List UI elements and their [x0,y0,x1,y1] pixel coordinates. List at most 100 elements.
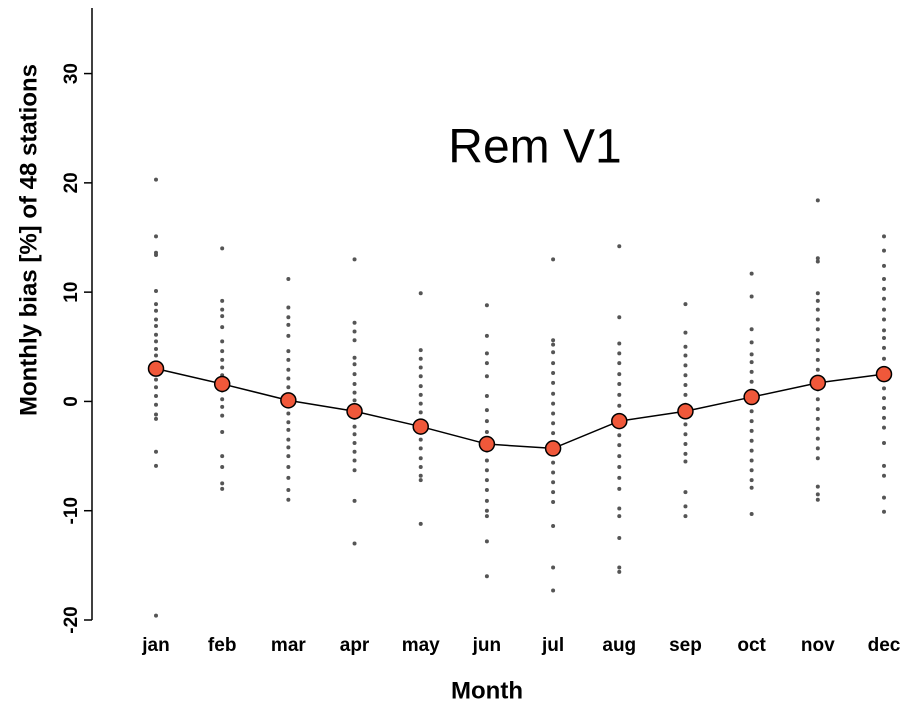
station-point [882,248,886,253]
station-point [286,475,291,480]
station-point [815,338,820,343]
station-point [815,259,820,264]
x-tick-label: jan [141,635,169,656]
station-point [882,263,886,268]
station-point [484,508,489,513]
station-point [418,365,423,370]
station-point [815,407,820,412]
station-point [882,296,886,301]
station-point [286,427,291,432]
station-point [882,415,886,420]
station-point [617,465,622,469]
station-point [551,257,556,262]
station-point [286,357,291,362]
station-point [484,487,489,492]
station-point [220,325,225,330]
station-point [352,432,357,437]
station-point [484,408,489,413]
station-point [617,372,622,377]
station-point [418,356,423,361]
station-point [683,490,688,495]
station-point [617,351,622,356]
station-point [154,412,158,417]
station-point [882,234,886,239]
station-point [286,411,291,416]
station-point [683,459,688,464]
station-point [286,454,291,459]
station-point [617,536,622,541]
station-point [683,514,688,519]
station-point [815,436,820,441]
station-point [352,329,357,334]
station-point [352,372,357,377]
station-point [286,420,291,425]
station-point [220,246,225,251]
station-point [286,465,291,469]
chart-title: Rem V1 [448,121,621,174]
station-point [882,440,886,445]
station-point [286,385,291,390]
station-point [220,486,225,491]
station-point [551,371,556,376]
station-point [882,386,886,391]
x-tick-label: apr [340,635,370,656]
station-point [882,336,886,341]
x-tick-label: feb [208,635,237,656]
station-point [749,428,754,433]
y-tick-label: 10 [61,282,82,303]
station-point [154,353,158,358]
station-point [617,506,622,511]
station-point [154,402,158,407]
station-point [815,397,820,402]
station-point [551,401,556,406]
mean-point [412,418,429,435]
station-point [617,392,622,397]
station-point [484,374,489,379]
station-point [882,425,886,430]
station-point [617,514,622,519]
station-point [683,383,688,388]
station-point [749,478,754,483]
station-point [220,397,225,402]
station-point [418,437,423,442]
station-point [617,443,622,448]
station-point [484,539,489,544]
station-point [484,351,489,356]
station-point [154,234,158,239]
station-point [484,430,489,435]
station-point [418,478,423,483]
station-point [352,449,357,454]
station-point [683,422,688,427]
station-point [683,363,688,368]
mean-point [213,375,231,393]
mean-point [346,403,363,420]
station-point [154,613,158,618]
station-point [484,361,489,366]
station-point [286,376,291,381]
station-point [882,307,886,312]
station-point [749,458,754,463]
station-point [617,569,622,574]
station-point [484,574,489,579]
mean-point [280,392,297,409]
station-point [683,504,688,509]
x-tick-label: may [402,635,440,656]
station-point [154,393,158,398]
station-point [617,486,622,491]
station-point [551,350,556,355]
station-point [352,498,357,503]
station-point [220,454,225,459]
station-point [617,381,622,386]
x-tick-label: sep [669,635,702,656]
station-point [749,271,754,276]
station-point [683,373,688,378]
station-point [154,289,158,294]
station-point [551,391,556,396]
station-point [749,485,754,490]
station-point [815,456,820,461]
station-point [617,315,622,320]
station-point [617,341,622,346]
station-point [749,438,754,443]
station-point [683,451,688,456]
